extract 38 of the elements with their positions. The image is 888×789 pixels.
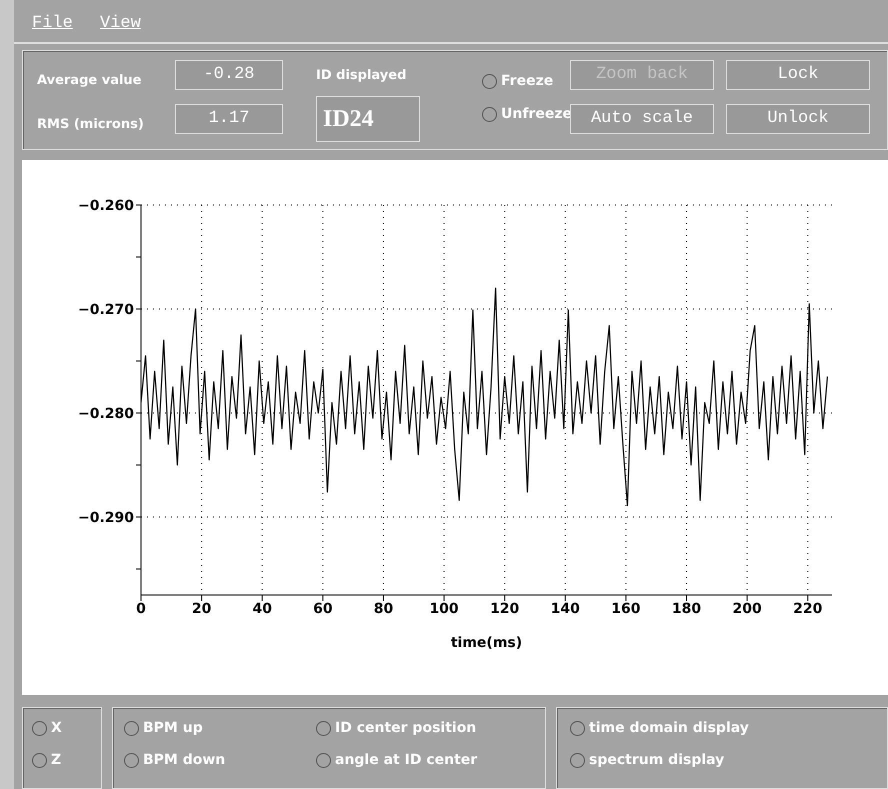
y-tick-label: −0.260 [78,198,134,214]
text: File [32,14,73,33]
x-tick-label: 220 [793,600,823,617]
x-tick-label: 200 [732,600,762,617]
text: spectrum display [589,752,724,768]
x-tick-label: 60 [313,600,333,617]
text: Z [51,752,62,768]
y-tick-label: −0.280 [78,406,134,422]
text: Average value [37,73,142,88]
text: time domain display [589,720,749,736]
text: 1.17 [175,104,283,134]
y-tick-label: −0.270 [78,302,134,318]
x-axis-title: time(ms) [450,635,522,651]
text: -0.28 [175,60,283,90]
text: Unlock [726,104,870,134]
y-tick-label: −0.290 [78,510,134,526]
text: BPM down [143,752,226,768]
text: Unfreeze [501,106,572,122]
x-tick-label: 100 [429,600,459,617]
text: Lock [726,60,870,90]
text: RMS (microns) [37,117,144,132]
text: ID24 [316,96,420,142]
x-tick-label: 80 [374,600,394,617]
x-tick-label: 40 [252,600,272,617]
text: X [51,720,62,736]
text: ID center position [335,720,476,736]
text: View [100,14,141,33]
text: angle at ID center [335,752,478,768]
x-tick-label: 140 [550,600,580,617]
x-tick-label: 20 [192,600,212,617]
text: ID displayed [316,68,406,83]
text: Auto scale [570,104,714,134]
x-tick-label: 0 [136,600,146,617]
x-tick-label: 160 [611,600,641,617]
text: Freeze [501,73,554,89]
x-tick-label: 120 [490,600,520,617]
text: BPM up [143,720,203,736]
x-tick-label: 180 [672,600,702,617]
